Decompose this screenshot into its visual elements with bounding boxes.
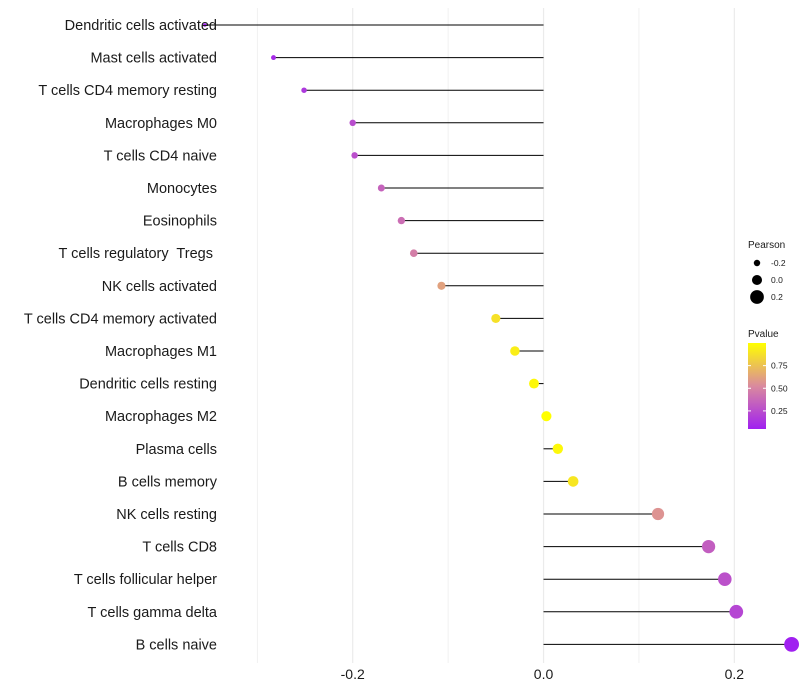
data-point — [541, 411, 552, 422]
y-tick-label: Plasma cells — [136, 442, 217, 458]
y-tick-label: T cells CD4 memory resting — [38, 83, 217, 99]
data-point — [529, 378, 539, 389]
y-tick-label: Mast cells activated — [90, 51, 217, 67]
data-point — [437, 281, 446, 290]
legend-size-label: -0.2 — [771, 258, 786, 268]
points — [203, 23, 800, 652]
data-point — [729, 604, 744, 619]
y-tick-label: T cells CD4 memory activated — [24, 311, 217, 327]
legend-size-label: 0.0 — [771, 275, 783, 285]
legend-size-key — [751, 274, 763, 286]
legend-size-key — [750, 290, 764, 304]
data-point — [510, 346, 520, 356]
legend-color-label: 0.75 — [771, 361, 788, 371]
legend-colorbar — [748, 343, 766, 429]
data-point — [701, 539, 716, 554]
x-tick-label: 0.2 — [725, 666, 745, 682]
y-tick-label: NK cells resting — [116, 507, 217, 523]
y-tick-label: Macrophages M1 — [105, 344, 217, 360]
y-tick-label: NK cells activated — [102, 279, 217, 295]
data-point — [203, 23, 207, 27]
y-tick-label: Dendritic cells activated — [65, 18, 217, 34]
data-point — [377, 184, 385, 192]
y-tick-label: T cells regulatory Tregs — [59, 246, 218, 262]
data-point — [349, 119, 356, 127]
data-point — [397, 216, 406, 225]
y-tick-labels: Dendritic cells activated Mast cells acti… — [24, 18, 218, 653]
data-point — [301, 87, 307, 93]
data-point — [271, 55, 276, 61]
y-tick-label: Monocytes — [147, 181, 217, 197]
y-tick-label: T cells CD4 naive — [104, 148, 217, 164]
data-point — [409, 249, 418, 257]
data-point — [491, 313, 501, 323]
y-tick-label: B cells memory — [118, 474, 218, 490]
y-tick-label: T cells CD8 — [142, 540, 217, 556]
stems — [204, 24, 792, 645]
data-point — [651, 507, 665, 521]
legend-size-key — [753, 259, 761, 267]
grid-lines — [256, 8, 735, 663]
legend-size-keys: -0.2 0.0 0.2 — [750, 258, 786, 304]
data-point — [784, 637, 800, 652]
y-tick-label: Dendritic cells resting — [79, 377, 217, 393]
x-tick-label: 0.0 — [534, 666, 554, 682]
data-point — [552, 443, 564, 454]
data-point — [351, 152, 358, 159]
data-point — [567, 476, 579, 487]
y-tick-label: T cells gamma delta — [88, 605, 218, 621]
legend-size-label: 0.2 — [771, 292, 783, 302]
y-tick-label: Macrophages M0 — [105, 116, 217, 132]
x-tick-label: -0.2 — [341, 666, 365, 682]
x-tick-labels: -0.2 0.0 0.2 — [341, 666, 745, 682]
legend-color-keys: 0.75 0.50 0.25 — [748, 361, 788, 416]
y-tick-label: Eosinophils — [143, 214, 217, 230]
y-tick-label: Macrophages M2 — [105, 409, 217, 425]
legend: Pearson -0.2 0.0 0.2 Pvalue 0.75 0.50 0.25 — [748, 240, 788, 429]
y-tick-label: B cells naive — [136, 637, 217, 653]
legend-size-title: Pearson — [748, 240, 785, 251]
y-tick-label: T cells follicular helper — [74, 572, 217, 588]
legend-color-label: 0.25 — [771, 406, 788, 416]
legend-color-title: Pvalue — [748, 329, 779, 340]
data-point — [718, 572, 732, 586]
legend-color-label: 0.50 — [771, 383, 788, 393]
